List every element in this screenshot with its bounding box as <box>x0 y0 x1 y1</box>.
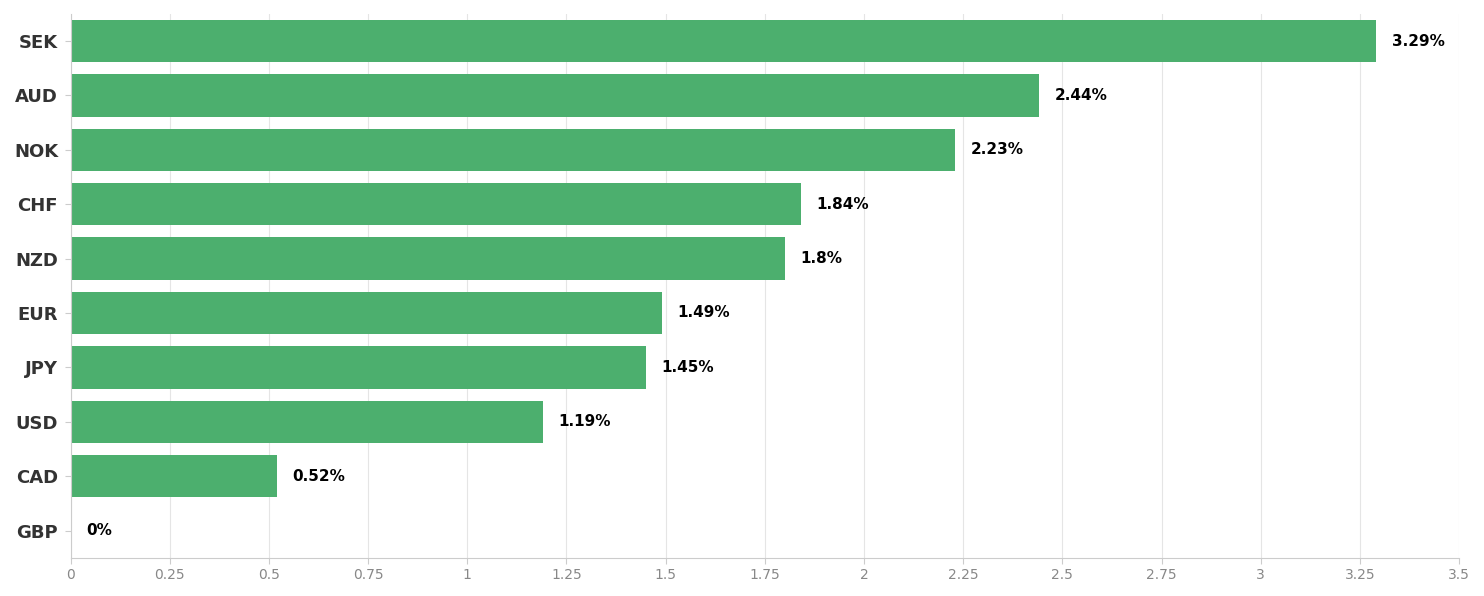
Bar <box>71 183 800 225</box>
Text: 3.29%: 3.29% <box>1392 33 1444 49</box>
Bar <box>71 129 956 171</box>
Text: 1.8%: 1.8% <box>800 251 843 266</box>
Bar <box>71 455 278 497</box>
Bar <box>71 74 1039 117</box>
Text: 0%: 0% <box>86 523 113 538</box>
Text: 1.19%: 1.19% <box>558 414 611 429</box>
Bar <box>71 20 1376 63</box>
Bar <box>71 346 646 389</box>
Bar <box>71 401 543 443</box>
Bar <box>71 237 785 280</box>
Text: 1.84%: 1.84% <box>816 197 870 212</box>
Text: 2.23%: 2.23% <box>971 142 1024 157</box>
Bar <box>71 292 662 334</box>
Text: 1.49%: 1.49% <box>678 306 730 321</box>
Text: 0.52%: 0.52% <box>292 468 346 483</box>
Text: 1.45%: 1.45% <box>662 360 714 375</box>
Text: 2.44%: 2.44% <box>1055 88 1107 103</box>
